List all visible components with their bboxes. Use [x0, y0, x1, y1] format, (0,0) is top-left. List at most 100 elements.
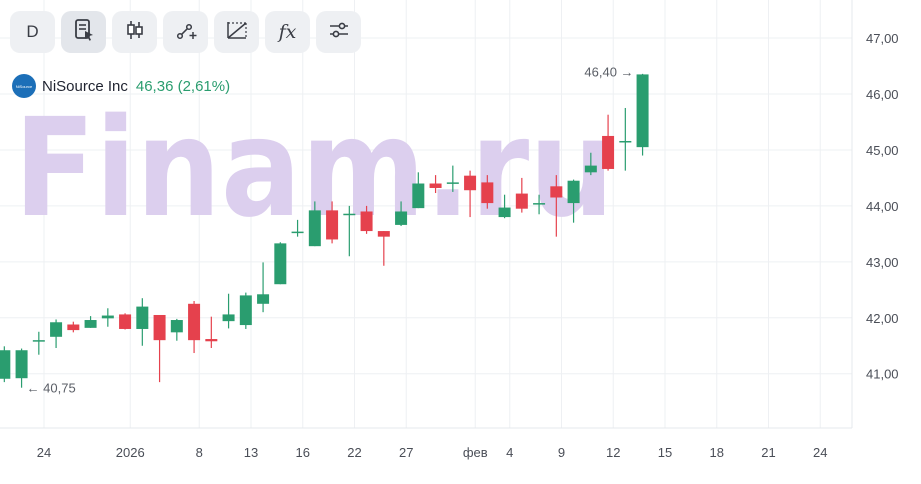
candle-body [67, 324, 80, 331]
candle [481, 175, 494, 209]
candle-body [584, 165, 597, 173]
candle [412, 172, 425, 209]
x-tick-label: 15 [658, 445, 672, 460]
nisource-logo: NiSource [12, 74, 36, 98]
candle [429, 175, 442, 194]
candle [291, 219, 304, 237]
candle [464, 170, 477, 218]
line-tool-button[interactable] [163, 11, 208, 53]
document-pointer-icon [73, 18, 95, 47]
candle-body [533, 203, 546, 205]
y-tick-label: 47,00 [866, 31, 899, 46]
x-tick-label: 4 [506, 445, 513, 460]
candle-body [205, 339, 218, 342]
candle-body [377, 231, 390, 237]
candle [446, 165, 459, 192]
x-tick-label: 9 [558, 445, 565, 460]
candle [274, 242, 287, 285]
candle [67, 321, 80, 333]
x-tick-label: 2026 [116, 445, 145, 460]
candle [0, 346, 11, 383]
candle-body [239, 295, 252, 326]
x-tick-label: 24 [813, 445, 827, 460]
chart-mode-button[interactable] [61, 11, 106, 53]
x-tick-label: 12 [606, 445, 620, 460]
y-tick-label: 41,00 [866, 367, 899, 382]
candle-body [15, 350, 28, 379]
candle [636, 73, 649, 156]
candle-body [360, 211, 373, 232]
candle [619, 107, 632, 171]
candle-body [429, 183, 442, 188]
x-tick-label: 16 [296, 445, 310, 460]
y-tick-label: 44,00 [866, 199, 899, 214]
y-tick-label: 42,00 [866, 311, 899, 326]
price-annotation: ← 40,75 [27, 381, 76, 396]
candle [343, 205, 356, 257]
candle [136, 298, 149, 346]
candle-body [481, 182, 494, 204]
candle [239, 292, 252, 329]
candle [170, 318, 183, 341]
x-tick-label: 27 [399, 445, 413, 460]
candle [498, 194, 511, 219]
x-tick-label: 18 [710, 445, 724, 460]
candle-body [446, 182, 459, 184]
candle-body [119, 314, 132, 329]
price-annotation: 46,40 → [584, 65, 633, 80]
candle [50, 319, 63, 348]
indicators-button[interactable]: fx [265, 11, 310, 53]
candle-body [101, 315, 114, 319]
candle-body [343, 213, 356, 216]
instrument-price: 46,36 (2,61%) [135, 77, 231, 95]
candle-body [567, 180, 580, 204]
candle [101, 308, 114, 327]
x-tick-label: 22 [347, 445, 361, 460]
candle-body [550, 186, 563, 198]
candle [377, 231, 390, 266]
candle-body [326, 210, 339, 240]
candle-body [515, 193, 528, 209]
x-axis: 24 2026 8 13 16 22 27 фев 4 9 12 15 18 21 24 [37, 445, 828, 460]
x-tick-label: 21 [761, 445, 775, 460]
y-tick-label: 43,00 [866, 255, 899, 270]
settings-button[interactable] [316, 11, 361, 53]
candle [188, 300, 201, 354]
candle-body [395, 211, 408, 225]
candlestick-icon [124, 19, 146, 46]
candle [360, 205, 373, 234]
candle-body [412, 183, 425, 209]
settings-sliders-icon [328, 20, 350, 45]
candle-body [136, 306, 149, 329]
candle [308, 201, 321, 247]
candle-body [222, 314, 235, 322]
candle [395, 201, 408, 227]
fibonacci-icon [225, 19, 249, 46]
candle [602, 114, 615, 171]
x-tick-label: 13 [244, 445, 258, 460]
candle-body [84, 320, 97, 328]
candle [533, 194, 546, 215]
instrument-name: NiSource Inc [42, 77, 128, 95]
interval-button[interactable]: D [10, 11, 55, 53]
candle-body [50, 322, 63, 337]
candle [15, 348, 28, 388]
chart-type-button[interactable] [112, 11, 157, 53]
candle-body [498, 207, 511, 218]
candle-body [464, 175, 477, 191]
candle [550, 175, 563, 237]
price-annotations: 46,40 → ← 40,75 [27, 65, 634, 396]
fibonacci-tool-button[interactable] [214, 11, 259, 53]
candle [205, 316, 218, 348]
candle-body [32, 340, 45, 342]
candle-body [257, 294, 270, 304]
candle [84, 316, 97, 328]
y-tick-label: 45,00 [866, 143, 899, 158]
candle [257, 262, 270, 313]
x-tick-label: 24 [37, 445, 51, 460]
candle [584, 152, 597, 176]
candles [0, 73, 649, 388]
candle [153, 314, 166, 383]
y-axis: 47,00 46,00 45,00 44,00 43,00 42,00 41,00 [866, 31, 899, 382]
